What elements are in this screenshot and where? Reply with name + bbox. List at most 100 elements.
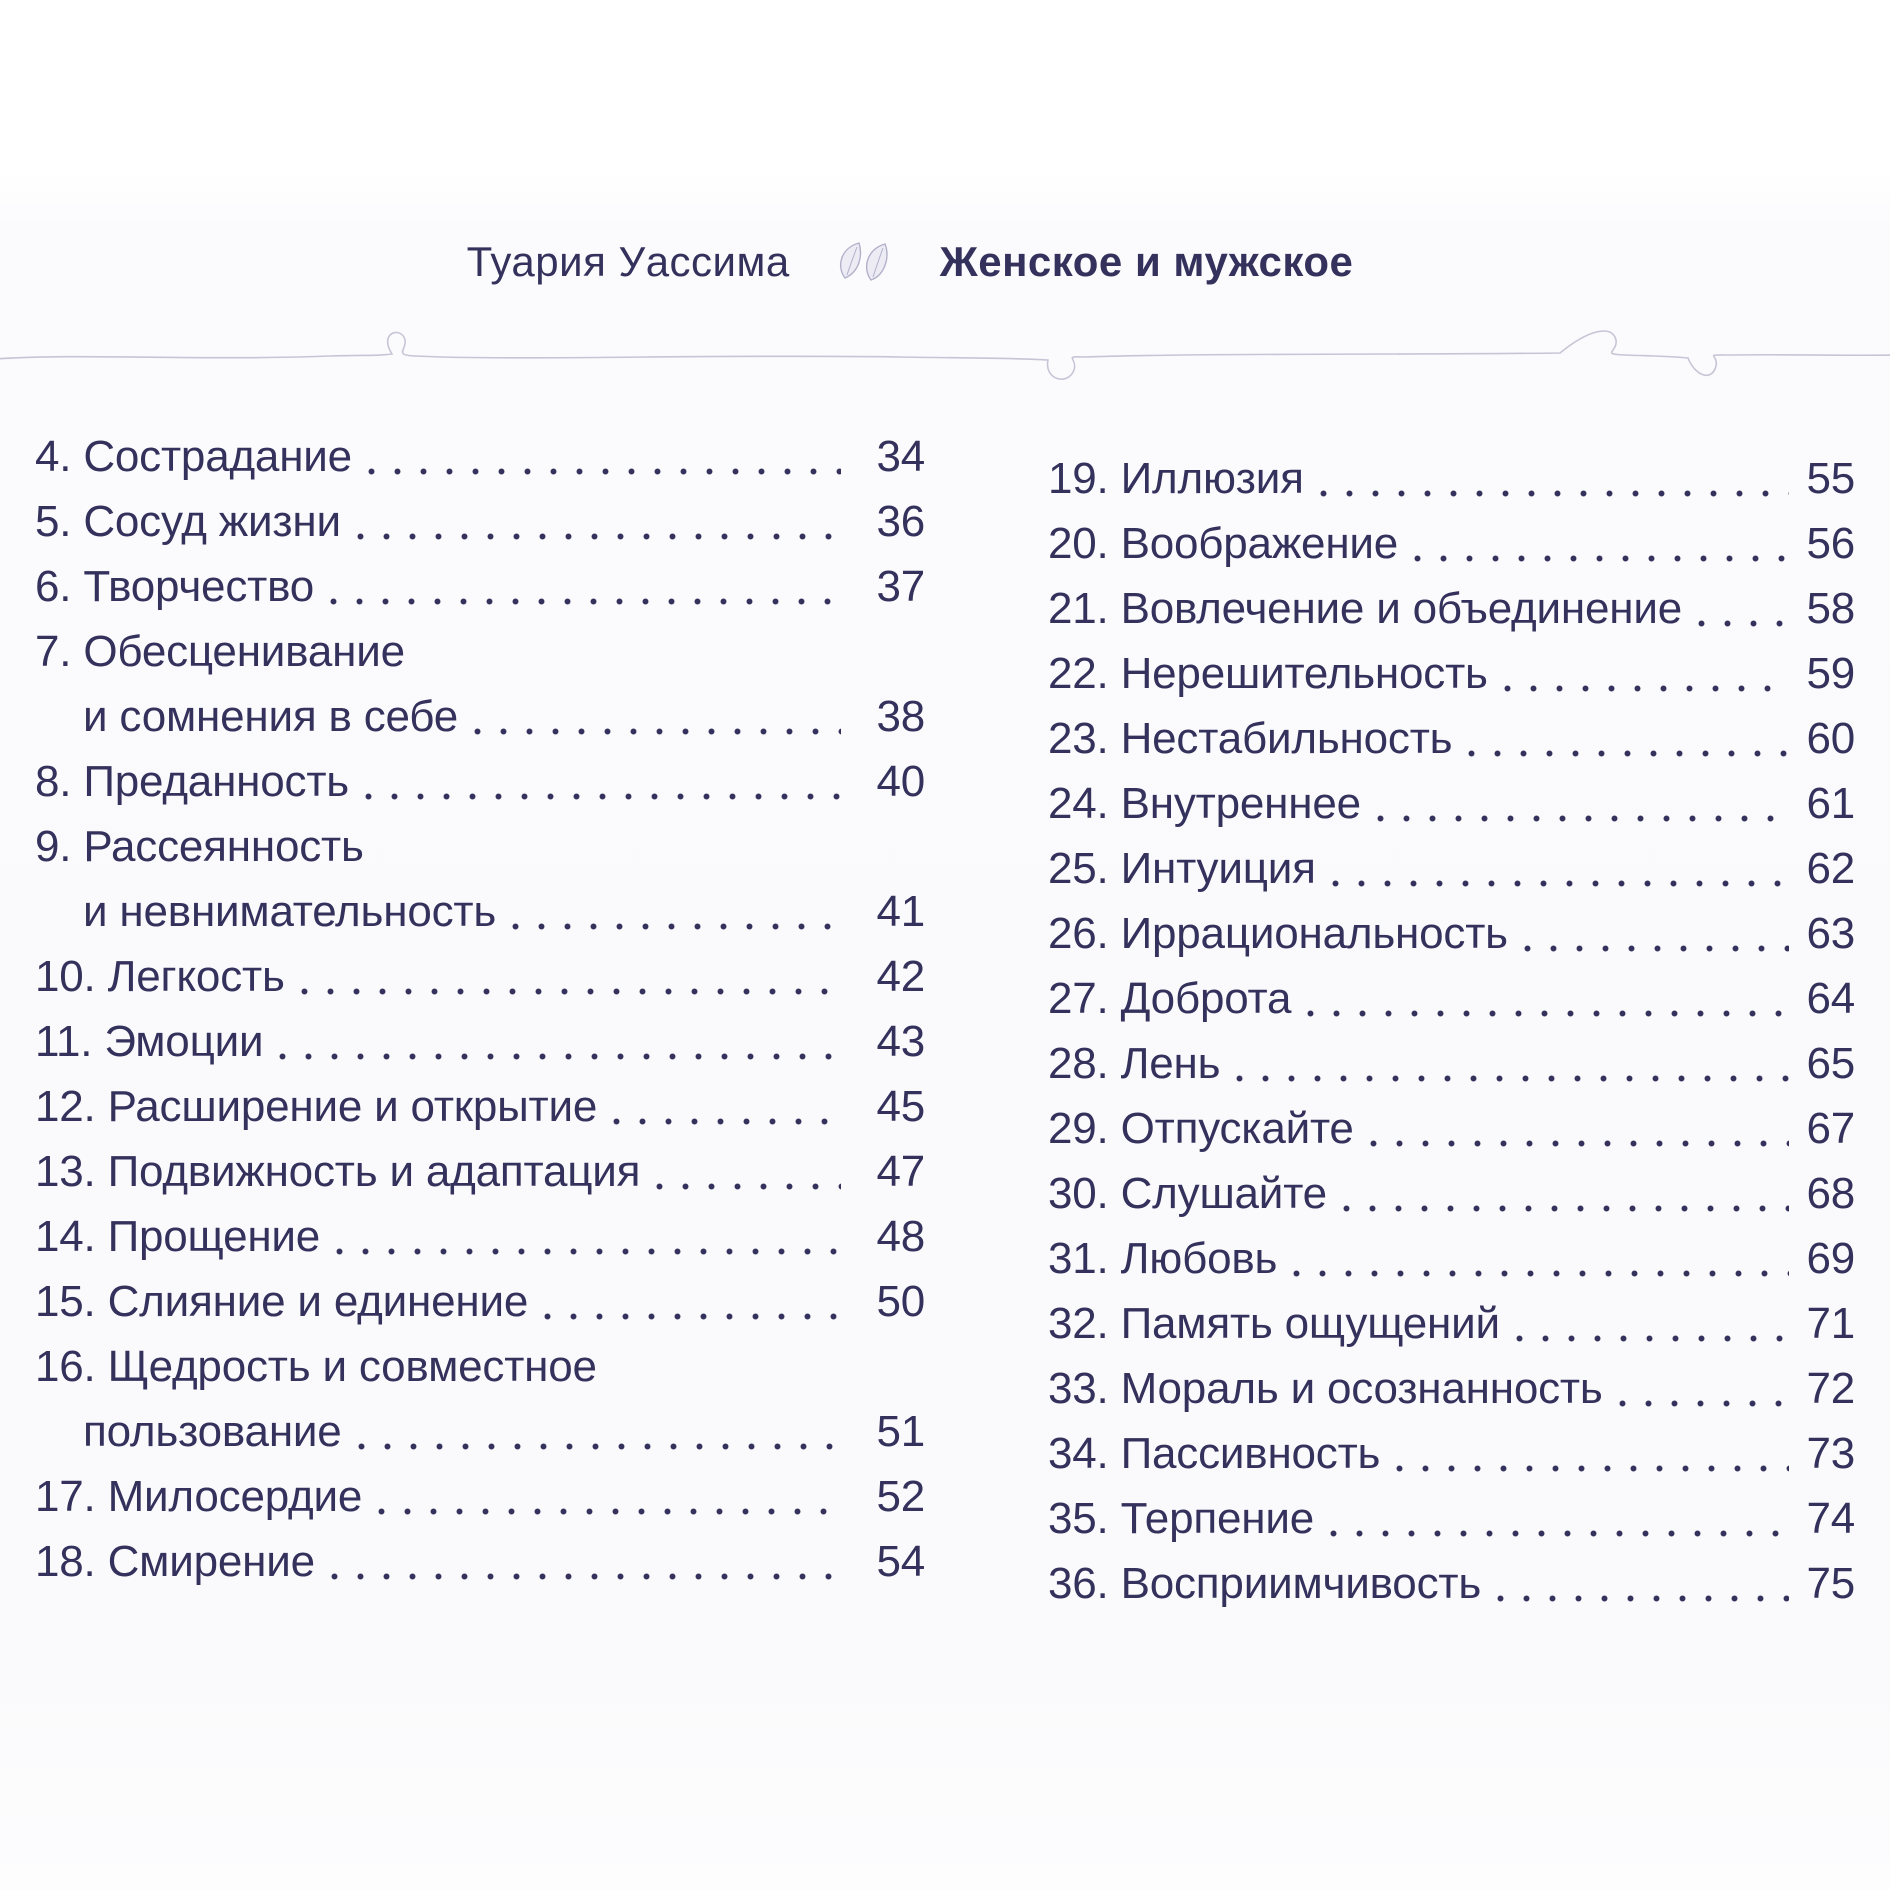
- toc-entry: 4. Сострадание 34: [35, 424, 925, 489]
- leader-dots: [474, 728, 841, 735]
- leader-dots: [330, 1573, 841, 1580]
- toc-entry: 29. Отпускайте 67: [1048, 1096, 1855, 1161]
- toc-entry-row: 28. Лень 65: [1048, 1031, 1855, 1096]
- toc-entry-title: 23. Нестабильность: [1048, 714, 1453, 763]
- toc-entry-row: 12. Расширение и открытие 45: [35, 1074, 925, 1139]
- toc-entry-title: 6. Творчество: [35, 562, 315, 611]
- toc-entry-row: 4. Сострадание 34: [35, 424, 925, 489]
- toc-entry-row: 26. Иррациональность 63: [1048, 901, 1855, 966]
- two-leaves-icon: [839, 242, 888, 281]
- toc-entry: 14. Прощение 48: [35, 1204, 925, 1269]
- toc-page-number: 65: [1806, 1039, 1855, 1088]
- header-author: Туария Уассима: [466, 238, 790, 285]
- toc-entry-row: 27. Доброта 64: [1048, 966, 1855, 1031]
- leader-dots: [1319, 490, 1789, 497]
- toc-entry: 31. Любовь 69: [1048, 1226, 1855, 1291]
- toc-entry-row: 14. Прощение 48: [35, 1204, 925, 1269]
- leader-dots: [1503, 685, 1789, 692]
- toc-page-number: 60: [1806, 714, 1855, 763]
- toc-entry-row: 5. Сосуд жизни 36: [35, 489, 925, 554]
- toc-entry-title: 18. Смирение: [35, 1537, 315, 1586]
- toc-page-number: 48: [876, 1212, 925, 1261]
- toc-page-number: 45: [876, 1082, 925, 1131]
- page-header: Туария Уассима Женское и мужское: [0, 238, 1820, 286]
- toc-entry-title: 32. Память ощущений: [1048, 1299, 1500, 1348]
- toc-entry: 25. Интуиция 62: [1048, 836, 1855, 901]
- toc-entry: 18. Смирение 54: [35, 1529, 925, 1594]
- leader-dots: [365, 793, 841, 800]
- toc-entry-title: 13. Подвижность и адаптация: [35, 1147, 641, 1196]
- leader-dots: [656, 1183, 841, 1190]
- leader-dots: [1293, 1270, 1789, 1277]
- toc-entry: 7. Обесценивание и сомнения в себе 38: [35, 619, 925, 749]
- toc-entry: 26. Иррациональность 63: [1048, 901, 1855, 966]
- leader-dots: [512, 923, 841, 930]
- toc-entry-row: 19. Иллюзия 55: [1048, 446, 1855, 511]
- toc-entry-row: 25. Интуиция 62: [1048, 836, 1855, 901]
- toc-page-number: 75: [1806, 1559, 1855, 1608]
- toc-page-number: 42: [876, 952, 925, 1001]
- toc-page-number: 72: [1806, 1364, 1855, 1413]
- toc-entry: 12. Расширение и открытие 45: [35, 1074, 925, 1139]
- toc-page-number: 61: [1806, 779, 1855, 828]
- toc-entry: 22. Нерешительность 59: [1048, 641, 1855, 706]
- leader-dots: [1369, 1140, 1789, 1147]
- leader-dots: [1342, 1205, 1789, 1212]
- toc-page-number: 38: [876, 692, 925, 741]
- toc-entry: 11. Эмоции 43: [35, 1009, 925, 1074]
- toc-entry: 13. Подвижность и адаптация 47: [35, 1139, 925, 1204]
- toc-page-number: 51: [876, 1407, 925, 1456]
- toc-page-number: 43: [876, 1017, 925, 1066]
- leader-dots: [357, 1443, 841, 1450]
- toc-entry-row: 22. Нерешительность 59: [1048, 641, 1855, 706]
- toc-entry-title: 12. Расширение и открытие: [35, 1082, 598, 1131]
- toc-entry: 21. Вовлечение и объединение 58: [1048, 576, 1855, 641]
- toc-entry-title: 26. Иррациональность: [1048, 909, 1508, 958]
- toc-entry: 6. Творчество 37: [35, 554, 925, 619]
- toc-page-number: 56: [1806, 519, 1855, 568]
- leader-dots: [1515, 1335, 1789, 1342]
- toc-entry-row: и невнимательность 41: [35, 879, 925, 944]
- toc-page-number: 68: [1806, 1169, 1855, 1218]
- toc-page-number: 67: [1806, 1104, 1855, 1153]
- leader-dots: [544, 1313, 841, 1320]
- toc-entry-row: 23. Нестабильность 60: [1048, 706, 1855, 771]
- toc-entry-row: 10. Легкость 42: [35, 944, 925, 1009]
- toc-entry-title-line1: 9. Рассеянность: [35, 822, 364, 871]
- toc-entry: 30. Слушайте 68: [1048, 1161, 1855, 1226]
- toc-left-column: 4. Сострадание 34 5. Сосуд жизни 36 6. Творч…: [35, 424, 925, 1616]
- leader-dots: [367, 468, 841, 475]
- toc-page-number: 71: [1806, 1299, 1855, 1348]
- toc-entry-row: 31. Любовь 69: [1048, 1226, 1855, 1291]
- toc-entry-title: и невнимательность: [83, 887, 497, 936]
- toc-entry-title: 19. Иллюзия: [1048, 454, 1304, 503]
- toc-entry-title: 22. Нерешительность: [1048, 649, 1488, 698]
- toc-entry-title: 29. Отпускайте: [1048, 1104, 1354, 1153]
- toc-entry-title: 33. Мораль и осознанность: [1048, 1364, 1603, 1413]
- leader-dots: [1468, 750, 1789, 757]
- toc-entry-title: пользование: [83, 1407, 342, 1456]
- leader-dots: [1307, 1010, 1789, 1017]
- toc-page-number: 52: [876, 1472, 925, 1521]
- toc-entry: 33. Мораль и осознанность 72: [1048, 1356, 1855, 1421]
- toc-entry: 9. Рассеянность и невнимательность 41: [35, 814, 925, 944]
- toc-entry-title: 31. Любовь: [1048, 1234, 1278, 1283]
- toc-page-number: 50: [876, 1277, 925, 1326]
- toc-entry-row: 13. Подвижность и адаптация 47: [35, 1139, 925, 1204]
- toc-page-number: 37: [876, 562, 925, 611]
- leader-dots: [1329, 1530, 1789, 1537]
- toc-entry: 34. Пассивность 73: [1048, 1421, 1855, 1486]
- leader-dots: [330, 598, 841, 605]
- leader-dots: [1376, 815, 1789, 822]
- toc-page-number: 55: [1806, 454, 1855, 503]
- toc-page-number: 63: [1806, 909, 1855, 958]
- leader-dots: [1414, 555, 1789, 562]
- toc-page-number: 59: [1806, 649, 1855, 698]
- toc-right-column: 19. Иллюзия 55 20. Воображение 56 21. Вовлеч…: [1048, 446, 1855, 1616]
- toc-entry: 32. Память ощущений 71: [1048, 1291, 1855, 1356]
- toc-entry-title: 17. Милосердие: [35, 1472, 363, 1521]
- toc-entry-title: 8. Преданность: [35, 757, 350, 806]
- toc-page-number: 41: [876, 887, 925, 936]
- toc-page-number: 69: [1806, 1234, 1855, 1283]
- toc-entry-row: 36. Восприимчивость 75: [1048, 1551, 1855, 1616]
